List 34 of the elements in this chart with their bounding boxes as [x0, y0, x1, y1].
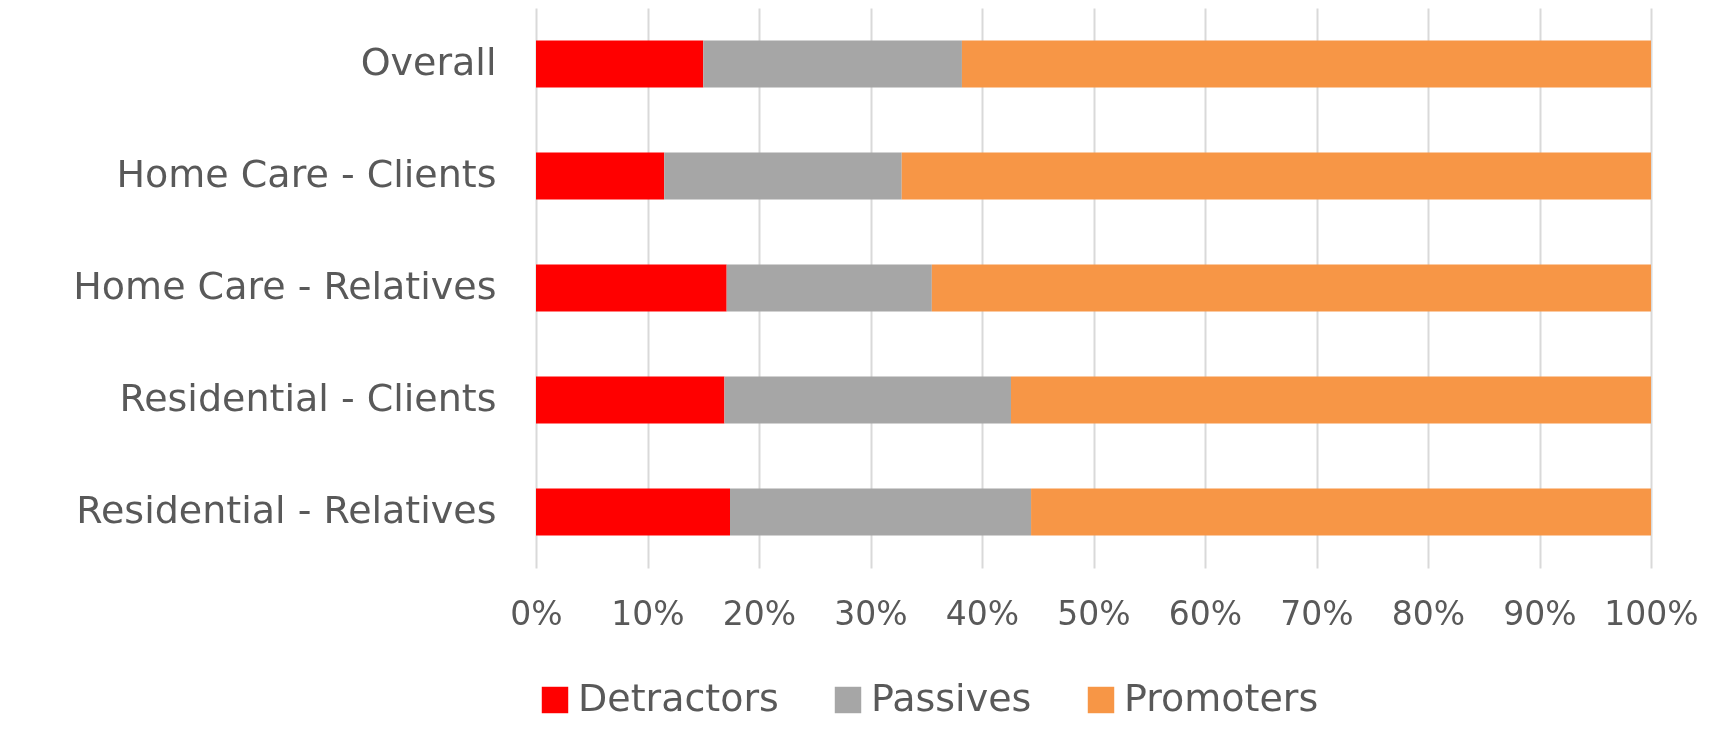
x-tick-label: 30%	[834, 593, 908, 633]
bar	[536, 264, 727, 312]
x-tick-label: 80%	[1391, 593, 1466, 633]
x-tick-label: 100%	[1604, 593, 1699, 633]
y-tick-label: Home Care - Relatives	[73, 264, 497, 308]
y-tick-label: Residential - Clients	[119, 376, 497, 420]
legend-label: Promoters	[1124, 676, 1319, 720]
bar	[703, 40, 962, 88]
x-tick-label: 40%	[945, 593, 1020, 633]
bar	[931, 264, 1651, 312]
bar	[536, 488, 731, 536]
y-tick-label: Residential - Relatives	[76, 488, 497, 532]
bar	[724, 376, 1011, 424]
legend-label: Detractors	[578, 676, 779, 720]
bar	[730, 488, 1032, 536]
x-tick-label: 50%	[1057, 593, 1131, 633]
x-tick-label: 90%	[1503, 593, 1577, 633]
bar	[536, 376, 725, 424]
x-tick-label: 10%	[611, 593, 685, 633]
x-tick-label: 60%	[1168, 593, 1243, 633]
bar	[536, 152, 665, 200]
bar	[664, 152, 902, 200]
y-tick-label: Overall	[360, 40, 497, 84]
x-tick-label: 20%	[722, 593, 797, 633]
bar	[1031, 488, 1651, 536]
x-tick-label: 70%	[1280, 593, 1354, 633]
bar	[1010, 376, 1651, 424]
x-tick-label: 0%	[510, 593, 563, 633]
legend-label: Passives	[871, 676, 1032, 720]
bar	[536, 40, 704, 88]
bar	[726, 264, 932, 312]
bar	[961, 40, 1651, 88]
y-tick-label: Home Care - Clients	[116, 152, 497, 196]
bar	[901, 152, 1651, 200]
